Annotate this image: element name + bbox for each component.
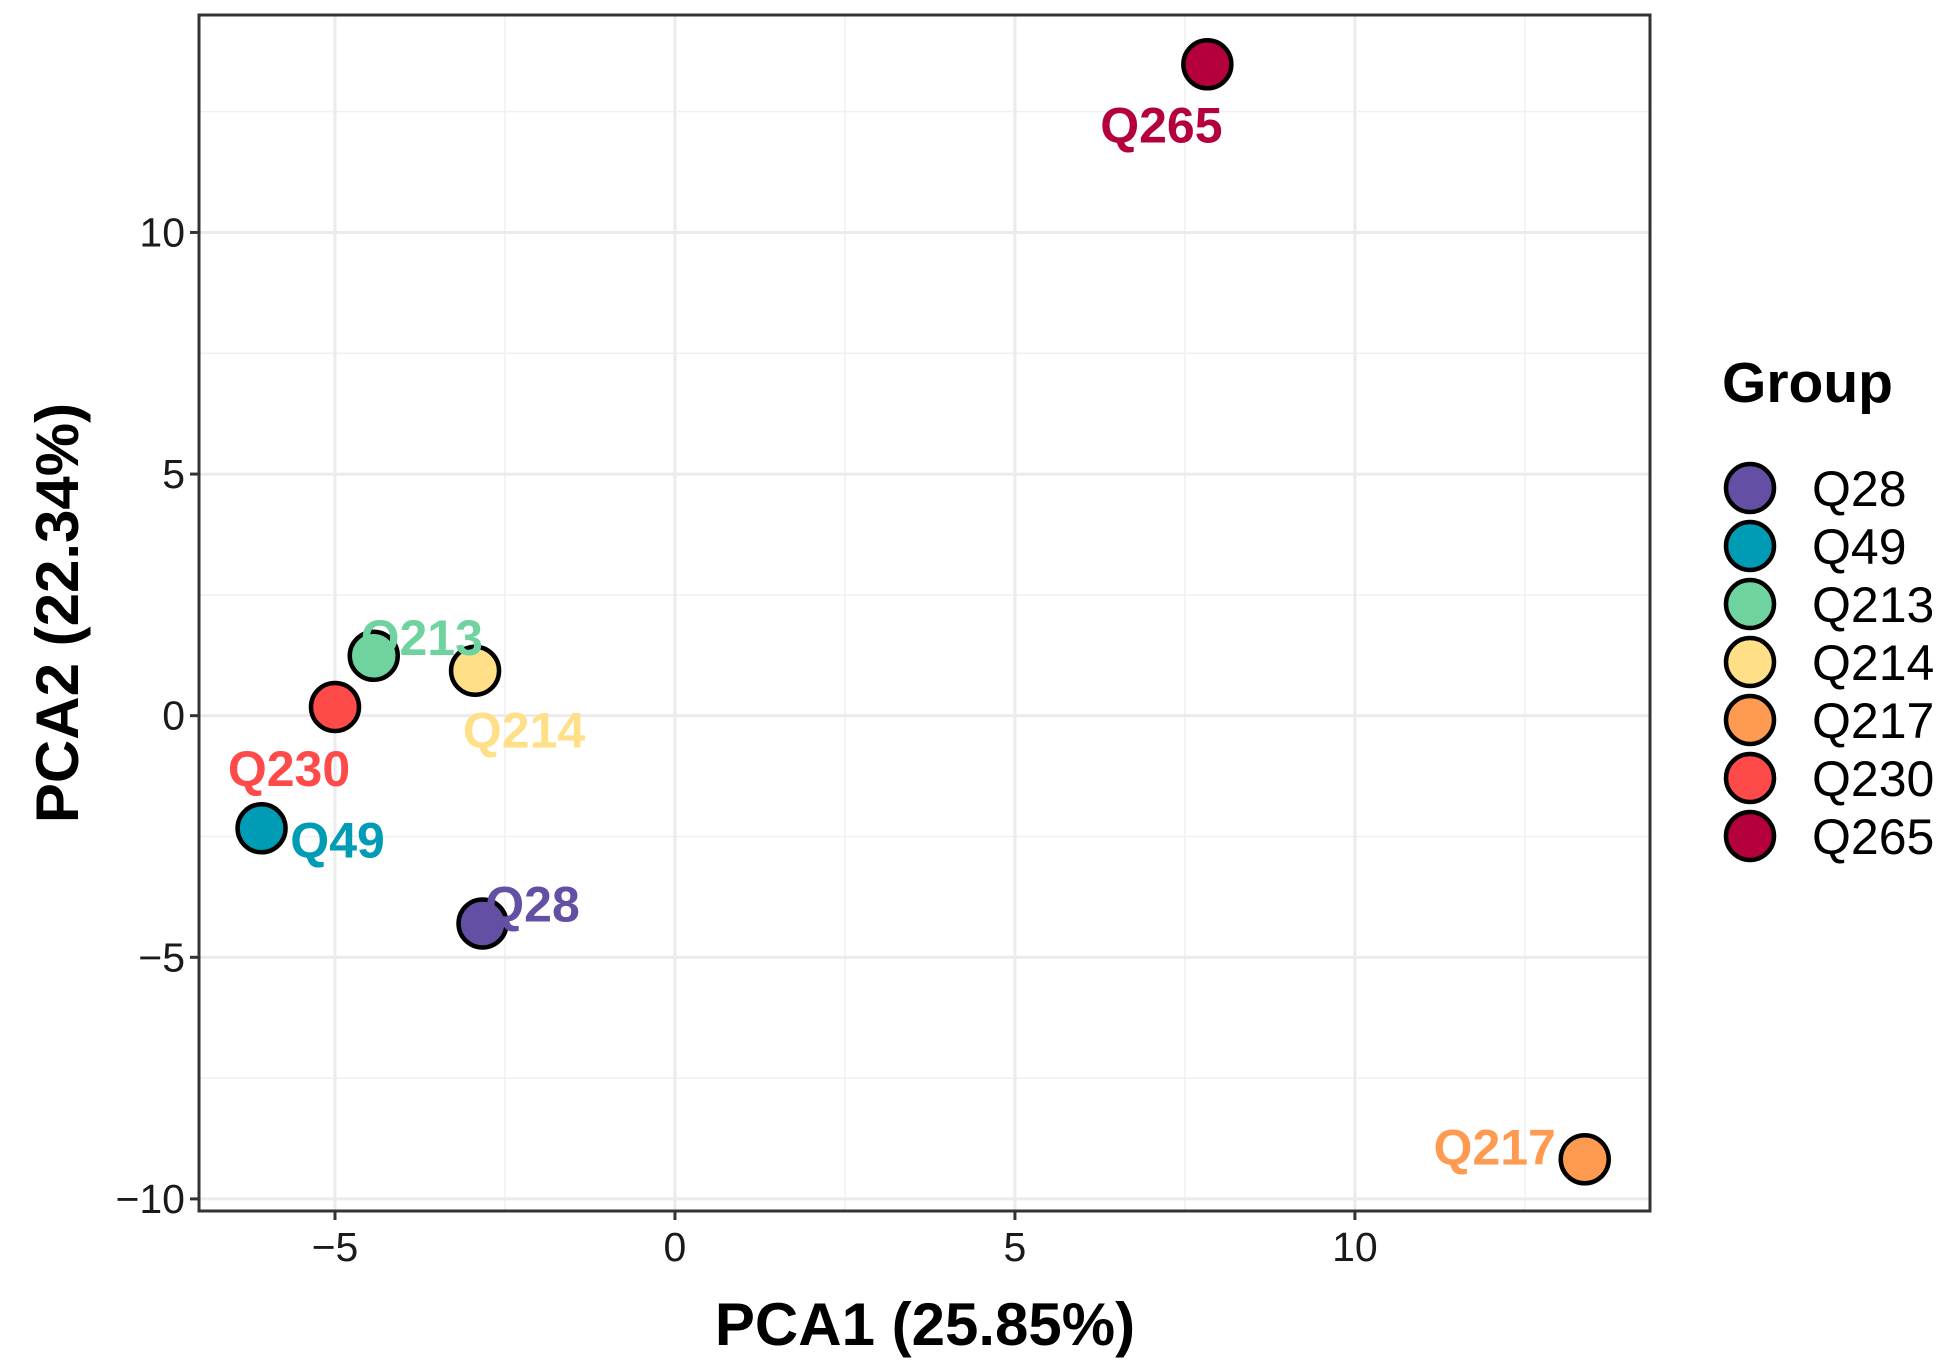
x-axis-title: PCA1 (25.85%) <box>715 1291 1135 1358</box>
legend-key-q28 <box>1723 461 1777 515</box>
data-point-q265 <box>1181 38 1234 91</box>
legend-key-q213 <box>1723 577 1777 631</box>
legend-key-q49 <box>1723 519 1777 573</box>
legend-key-q230 <box>1723 751 1777 805</box>
data-point-q217 <box>1558 1133 1611 1186</box>
data-point-q28 <box>456 897 509 950</box>
axis-ticks: −5 0 5 10 −10 −5 0 5 10 <box>115 209 1377 1270</box>
y-tick-label: 0 <box>162 693 185 739</box>
legend-label-q217: Q217 <box>1812 693 1934 749</box>
data-point-q214 <box>448 644 502 697</box>
point-label-q214: Q214 <box>463 703 586 759</box>
data-point-q230 <box>308 680 362 734</box>
legend-label-q213: Q213 <box>1812 577 1934 633</box>
legend-label-q28: Q28 <box>1812 461 1907 517</box>
point-labels: Q28 Q49 Q213 Q214 Q217 Q230 Q265 <box>228 97 1556 1175</box>
x-tick-label: 5 <box>1004 1224 1027 1270</box>
data-point-q49 <box>235 802 288 855</box>
point-label-q49: Q49 <box>290 812 385 868</box>
legend-key-q265 <box>1723 809 1777 863</box>
legend-label-q214: Q214 <box>1812 635 1934 691</box>
legend-title: Group <box>1722 351 1893 415</box>
x-tick-label: −5 <box>312 1224 359 1270</box>
y-tick-label: −5 <box>138 934 185 980</box>
y-axis-title: PCA2 (22.34%) <box>24 403 91 823</box>
y-tick-label: −10 <box>115 1176 185 1222</box>
x-tick-label: 0 <box>664 1224 687 1270</box>
point-label-q213: Q213 <box>361 610 483 666</box>
y-tick-label: 5 <box>162 451 185 497</box>
grid <box>199 15 1650 1211</box>
data-points <box>235 38 1611 1186</box>
plot-panel-border <box>197 13 1652 1213</box>
point-label-q265: Q265 <box>1100 97 1222 153</box>
point-label-q230: Q230 <box>228 741 350 797</box>
legend-label-q49: Q49 <box>1812 519 1907 575</box>
legend-key-q214 <box>1723 635 1777 689</box>
y-tick-label: 10 <box>139 209 185 255</box>
legend-label-q265: Q265 <box>1812 809 1934 865</box>
data-point-q213 <box>347 629 400 683</box>
x-tick-label: 10 <box>1332 1224 1378 1270</box>
point-label-q217: Q217 <box>1434 1119 1556 1175</box>
point-label-q28: Q28 <box>485 876 580 932</box>
legend-label-q230: Q230 <box>1812 751 1934 807</box>
legend-key-q217 <box>1723 693 1777 747</box>
